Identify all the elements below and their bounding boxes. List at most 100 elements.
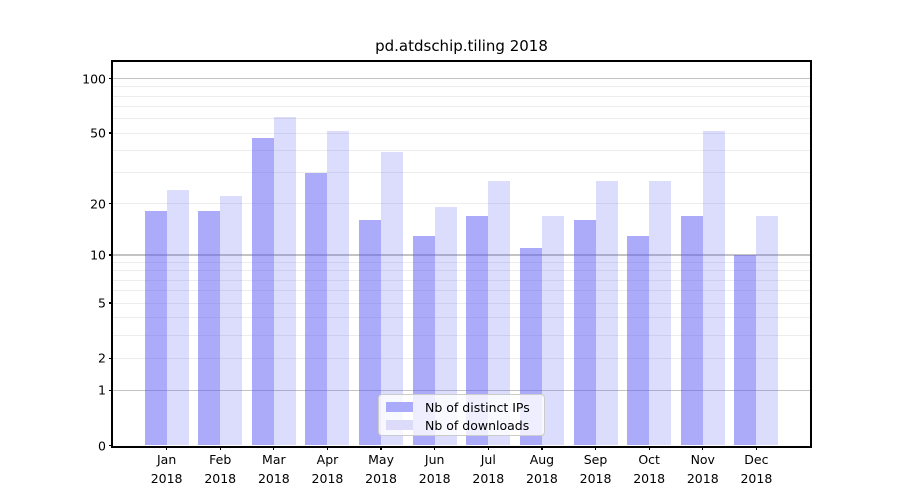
bar-downloads-jun <box>434 207 457 446</box>
bar-distinct-ips-sep <box>573 220 596 446</box>
x-tick-label-feb: Feb 2018 <box>204 452 237 486</box>
x-tick-label-apr: Apr 2018 <box>311 452 344 486</box>
y-tick-label-10: 10 <box>90 247 106 263</box>
bar-distinct-ips-may <box>359 220 382 446</box>
major-gridline-10 <box>113 254 810 256</box>
legend-swatch-downloads <box>386 420 413 430</box>
minor-gridline-6 <box>113 290 810 292</box>
x-tick-jan <box>166 445 168 450</box>
minor-gridline-4 <box>113 317 810 319</box>
y-minor-tick-6 <box>110 290 113 292</box>
y-tick-10 <box>109 254 113 256</box>
y-minor-tick-9 <box>110 262 113 264</box>
x-tick-label-jul: Jul 2018 <box>472 452 505 486</box>
y-tick-label-5: 5 <box>98 295 106 311</box>
bar-downloads-oct <box>649 180 672 446</box>
y-tick-label-100: 100 <box>82 71 106 87</box>
legend: Nb of distinct IPs Nb of downloads <box>378 394 545 436</box>
minor-gridline-3 <box>113 334 810 336</box>
minor-gridline-8 <box>113 270 810 272</box>
legend-entry-distinct-ips: Nb of distinct IPs <box>379 398 544 416</box>
bar-distinct-ips-nov <box>680 215 703 446</box>
bar-distinct-ips-jun <box>412 235 435 446</box>
x-tick-label-nov: Nov 2018 <box>686 452 719 486</box>
x-tick-oct <box>648 445 650 450</box>
bar-downloads-nov <box>702 131 725 446</box>
x-tick-may <box>380 445 382 450</box>
y-minor-tick-5 <box>110 302 113 304</box>
bar-distinct-ips-oct <box>627 235 650 446</box>
plot-area <box>113 61 810 446</box>
y-tick-0 <box>109 444 113 447</box>
x-tick-feb <box>219 445 221 450</box>
bar-distinct-ips-jan <box>144 211 167 446</box>
y-tick-label-50: 50 <box>90 125 106 141</box>
bar-downloads-sep <box>595 180 618 446</box>
bar-distinct-ips-apr <box>305 172 328 446</box>
y-minor-tick-70 <box>110 106 113 108</box>
y-minor-tick-4 <box>110 317 113 319</box>
x-tick-aug <box>541 445 543 450</box>
bar-downloads-mar <box>273 117 296 446</box>
bar-downloads-dec <box>756 215 779 446</box>
y-minor-tick-8 <box>110 270 113 272</box>
bar-downloads-apr <box>327 131 350 446</box>
y-minor-tick-90 <box>110 86 113 88</box>
y-minor-tick-3 <box>110 334 113 336</box>
x-tick-label-sep: Sep 2018 <box>579 452 612 486</box>
bar-downloads-may <box>381 152 404 446</box>
x-tick-label-dec: Dec 2018 <box>740 452 773 486</box>
minor-gridline-20 <box>113 203 810 205</box>
x-tick-jul <box>487 445 489 450</box>
bar-distinct-ips-dec <box>734 254 757 446</box>
minor-gridline-90 <box>113 86 810 88</box>
y-tick-1 <box>109 389 113 391</box>
x-tick-label-jun: Jun 2018 <box>418 452 451 486</box>
y-minor-tick-2 <box>110 357 113 359</box>
major-gridline-1 <box>113 389 810 391</box>
y-tick-label-1: 1 <box>98 382 106 398</box>
x-tick-dec <box>755 445 757 450</box>
chart-title: pd.atdschip.tiling 2018 <box>375 37 548 55</box>
minor-gridline-70 <box>113 106 810 108</box>
minor-gridline-7 <box>113 279 810 281</box>
x-tick-mar <box>273 445 275 450</box>
y-tick-100 <box>109 78 113 80</box>
y-tick-label-20: 20 <box>90 196 106 212</box>
y-minor-tick-60 <box>110 118 113 120</box>
bar-distinct-ips-feb <box>198 211 221 446</box>
y-minor-tick-20 <box>110 203 113 205</box>
y-tick-label-2: 2 <box>98 350 106 366</box>
y-minor-tick-50 <box>110 132 113 134</box>
x-tick-label-aug: Aug 2018 <box>526 452 558 486</box>
x-tick-apr <box>326 445 329 450</box>
y-tick-label-0: 0 <box>98 438 106 453</box>
x-tick-label-oct: Oct 2018 <box>633 452 666 486</box>
legend-label-downloads: Nb of downloads <box>425 417 530 433</box>
legend-label-distinct-ips: Nb of distinct IPs <box>425 399 530 415</box>
x-tick-label-jan: Jan 2018 <box>150 452 183 486</box>
minor-gridline-5 <box>113 302 810 304</box>
y-minor-tick-7 <box>110 279 113 281</box>
minor-gridline-60 <box>113 118 810 120</box>
minor-gridline-80 <box>113 95 810 97</box>
bar-downloads-jan <box>166 189 189 446</box>
x-tick-label-mar: Mar 2018 <box>257 452 290 486</box>
minor-gridline-50 <box>113 132 810 134</box>
major-gridline-100 <box>113 78 810 80</box>
y-minor-tick-80 <box>110 95 113 97</box>
y-minor-tick-40 <box>110 149 113 152</box>
bar-downloads-aug <box>541 215 564 446</box>
minor-gridline-2 <box>113 357 810 359</box>
legend-entry-downloads: Nb of downloads <box>379 416 544 434</box>
minor-gridline-30 <box>113 172 810 174</box>
bar-distinct-ips-mar <box>251 137 274 446</box>
minor-gridline-9 <box>113 262 810 263</box>
x-tick-jun <box>434 445 436 450</box>
x-tick-sep <box>594 445 597 450</box>
x-tick-label-may: May 2018 <box>365 452 397 486</box>
y-minor-tick-30 <box>110 172 113 174</box>
bar-downloads-jul <box>488 180 511 446</box>
minor-gridline-40 <box>113 149 810 151</box>
bar-downloads-feb <box>220 196 243 446</box>
